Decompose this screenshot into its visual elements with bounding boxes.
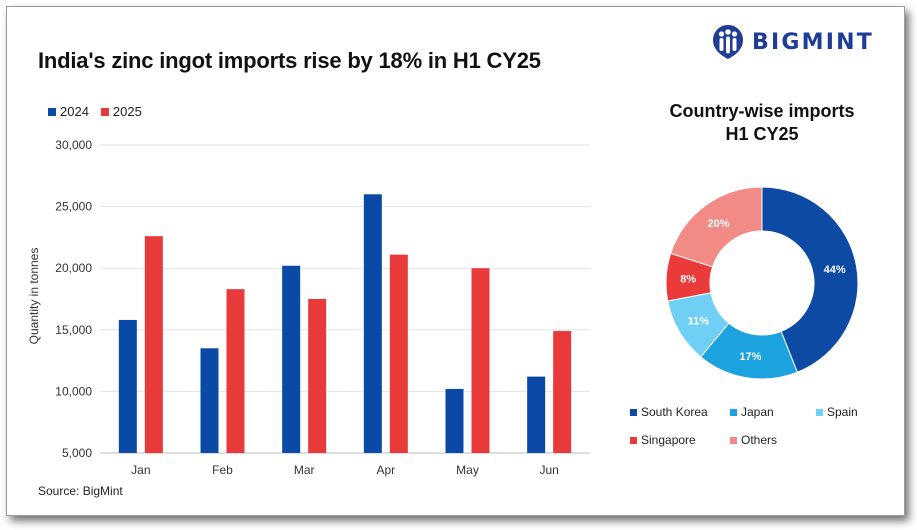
source-note: Source: BigMint [38, 484, 123, 498]
bar-2024-may [445, 388, 464, 453]
bar-2024-apr [363, 194, 382, 453]
x-tick-label: Apr [376, 463, 395, 477]
x-tick-label: Jun [539, 463, 558, 477]
donut-data-label: 44% [824, 264, 846, 276]
y-tick-label: 20,000 [55, 261, 92, 275]
bar-2025-apr [389, 254, 408, 453]
pie-legend-swatch [630, 436, 637, 444]
y-tick-label: 30,000 [55, 138, 92, 152]
bar-2025-may [471, 268, 490, 453]
y-tick-label: 15,000 [55, 323, 92, 337]
pie-legend-row-1: South Korea Japan Spain [630, 405, 870, 433]
logo-text: BIGMINT [752, 29, 874, 55]
pie-legend-row-2: Singapore Others [630, 433, 870, 461]
legend-item-2025: 2025 [100, 104, 142, 119]
pie-legend-item-others: Others [730, 433, 777, 447]
pie-legend-swatch [630, 408, 637, 416]
pie-legend-label: Spain [827, 405, 858, 419]
bar-2025-jan [144, 236, 163, 453]
x-tick-label: Mar [294, 463, 315, 477]
bar-legend: 2024 2025 [48, 104, 154, 119]
pie-legend-swatch [730, 436, 737, 444]
x-tick-label: Jan [131, 463, 150, 477]
bar-2024-jun [527, 376, 546, 453]
donut-title-line1: Country-wise imports [669, 101, 855, 121]
y-tick-label: 25,000 [55, 200, 92, 214]
legend-label-2025: 2025 [112, 104, 142, 119]
y-tick-label: 10,000 [55, 384, 92, 398]
legend-item-2024: 2024 [48, 104, 89, 119]
pie-legend-item-singapore: Singapore [630, 433, 730, 447]
pie-legend-swatch [730, 408, 737, 416]
page-title: India's zinc ingot imports rise by 18% i… [38, 48, 541, 73]
pie-legend-swatch [816, 408, 823, 416]
bar-2024-jan [118, 319, 137, 453]
pie-legend-label: Singapore [641, 433, 696, 447]
donut-data-label: 8% [680, 273, 696, 285]
pie-legend: South Korea Japan Spain Singapore Others [630, 405, 870, 461]
pie-legend-label: South Korea [641, 405, 708, 419]
x-tick-label: May [456, 463, 479, 477]
legend-swatch-2025 [100, 107, 109, 116]
pie-legend-item-japan: Japan [730, 405, 816, 419]
bar-2025-mar [308, 299, 327, 453]
donut-data-label: 20% [707, 218, 729, 230]
people-icon [713, 25, 743, 59]
pie-legend-label: Others [741, 433, 778, 447]
legend-swatch-2024 [48, 107, 56, 116]
bigmint-logo: BIGMINT [712, 22, 874, 62]
bar-2024-feb [200, 348, 219, 453]
legend-label-2024: 2024 [60, 104, 89, 119]
donut-slice-south-korea [761, 186, 859, 373]
bar-2025-feb [226, 289, 245, 453]
donut-data-label: 17% [739, 351, 761, 363]
bar-2025-jun [553, 331, 572, 453]
donut-title-line2: H1 CY25 [725, 124, 799, 144]
y-tick-label: 5,000 [62, 446, 92, 460]
pie-legend-label: Japan [741, 405, 774, 419]
pie-legend-item-south-korea: South Korea [630, 405, 730, 419]
pie-legend-item-spain: Spain [816, 405, 858, 419]
x-tick-label: Feb [212, 463, 233, 477]
donut-data-label: 11% [688, 316, 710, 328]
bar-2024-mar [282, 265, 301, 453]
donut-slice-others [670, 186, 763, 268]
donut-title: Country-wise imports H1 CY25 [642, 100, 882, 146]
